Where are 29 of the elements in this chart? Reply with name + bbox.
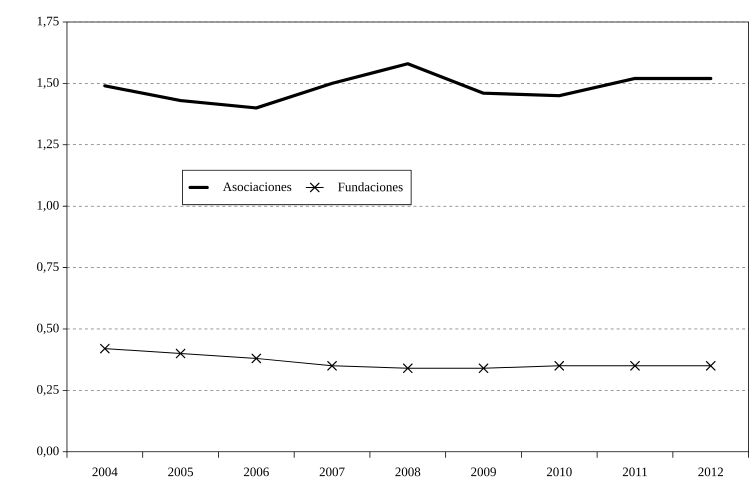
point xyxy=(630,361,640,371)
legend-label: Fundaciones xyxy=(338,182,403,192)
y-tick-label: 1,00 xyxy=(38,201,59,212)
legend-label: Asociaciones xyxy=(222,182,292,192)
x-tick-label: 2011 xyxy=(622,468,647,476)
y-tick-label: 0,00 xyxy=(37,446,59,458)
point xyxy=(100,344,110,354)
point xyxy=(706,361,716,371)
x-tick-label: 2006 xyxy=(244,468,269,476)
point xyxy=(251,354,262,364)
y-tick-label: 0,25 xyxy=(37,385,59,396)
y-tick-label: 1,75 xyxy=(38,16,59,28)
x-tick-label: 2005 xyxy=(168,468,194,476)
x-tick-label: 2008 xyxy=(395,468,420,476)
point xyxy=(327,361,337,371)
point xyxy=(478,364,488,374)
point xyxy=(554,361,564,371)
x-tick-label: 2007 xyxy=(320,468,345,476)
x-tick-label: 2010 xyxy=(546,468,572,476)
x-tick-label: 2009 xyxy=(471,468,496,476)
y-tick-label: 1,25 xyxy=(38,140,59,150)
y-tick-label: 0,75 xyxy=(37,262,59,273)
y-tick-label: 0,50 xyxy=(37,324,59,334)
point xyxy=(176,348,186,358)
x-tick-label: 2004 xyxy=(92,468,118,476)
line-series xyxy=(103,62,712,110)
point xyxy=(402,364,413,374)
y-tick-label: 1,50 xyxy=(38,78,59,89)
x-tick-label: 2012 xyxy=(698,468,723,476)
